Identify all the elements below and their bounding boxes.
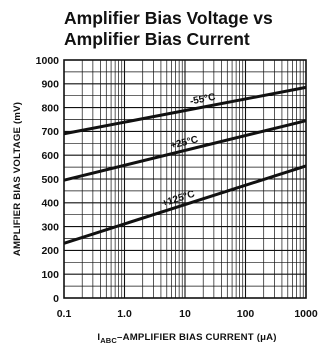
chart-title-line-1: Amplifier Bias Voltage vs: [64, 8, 273, 28]
y-tick-label: 0: [53, 293, 59, 305]
chart-title: Amplifier Bias Voltage vs Amplifier Bias…: [64, 8, 320, 50]
x-tick-label: 100: [237, 308, 255, 320]
y-axis-label: AMPLIFIER BIAS VOLTAGE (mV): [12, 102, 23, 256]
plot-frame: [63, 59, 307, 299]
x-tick-label: 1.0: [117, 308, 132, 320]
series-line: [63, 119, 307, 182]
series-line: [63, 85, 307, 136]
y-tick-label: 1000: [36, 55, 60, 67]
series-line: [63, 164, 307, 245]
y-tick-label: 800: [41, 102, 59, 114]
y-tick-labels: 0 100 200 300 400 500 600 700 800 900 1000: [36, 55, 60, 305]
y-tick-label: 500: [41, 174, 59, 186]
series-lines: [63, 85, 307, 245]
grid: [64, 60, 306, 298]
x-axis-label-rest: –AMPLIFIER BIAS CURRENT (μA): [117, 332, 277, 343]
x-axis-label-subscript: ABC: [100, 336, 117, 345]
y-tick-label: 100: [41, 269, 59, 281]
x-axis-label-prefix: I: [97, 332, 100, 343]
y-tick-label: 900: [41, 79, 59, 91]
y-tick-label: 200: [41, 245, 59, 257]
x-tick-label: 0.1: [57, 308, 72, 320]
chart-title-line-2: Amplifier Bias Current: [64, 29, 250, 49]
x-tick-labels: 0.1 1.0 10 100 1000: [57, 308, 318, 320]
y-tick-label: 700: [41, 126, 59, 138]
x-tick-label: 1000: [294, 308, 318, 320]
y-tick-label: 400: [41, 198, 59, 210]
x-axis-label: IABC–AMPLIFIER BIAS CURRENT (μA): [97, 332, 276, 345]
y-tick-label: 600: [41, 150, 59, 162]
y-tick-label: 300: [41, 221, 59, 233]
series-label: -55°C: [189, 92, 216, 108]
x-tick-label: 10: [179, 308, 191, 320]
